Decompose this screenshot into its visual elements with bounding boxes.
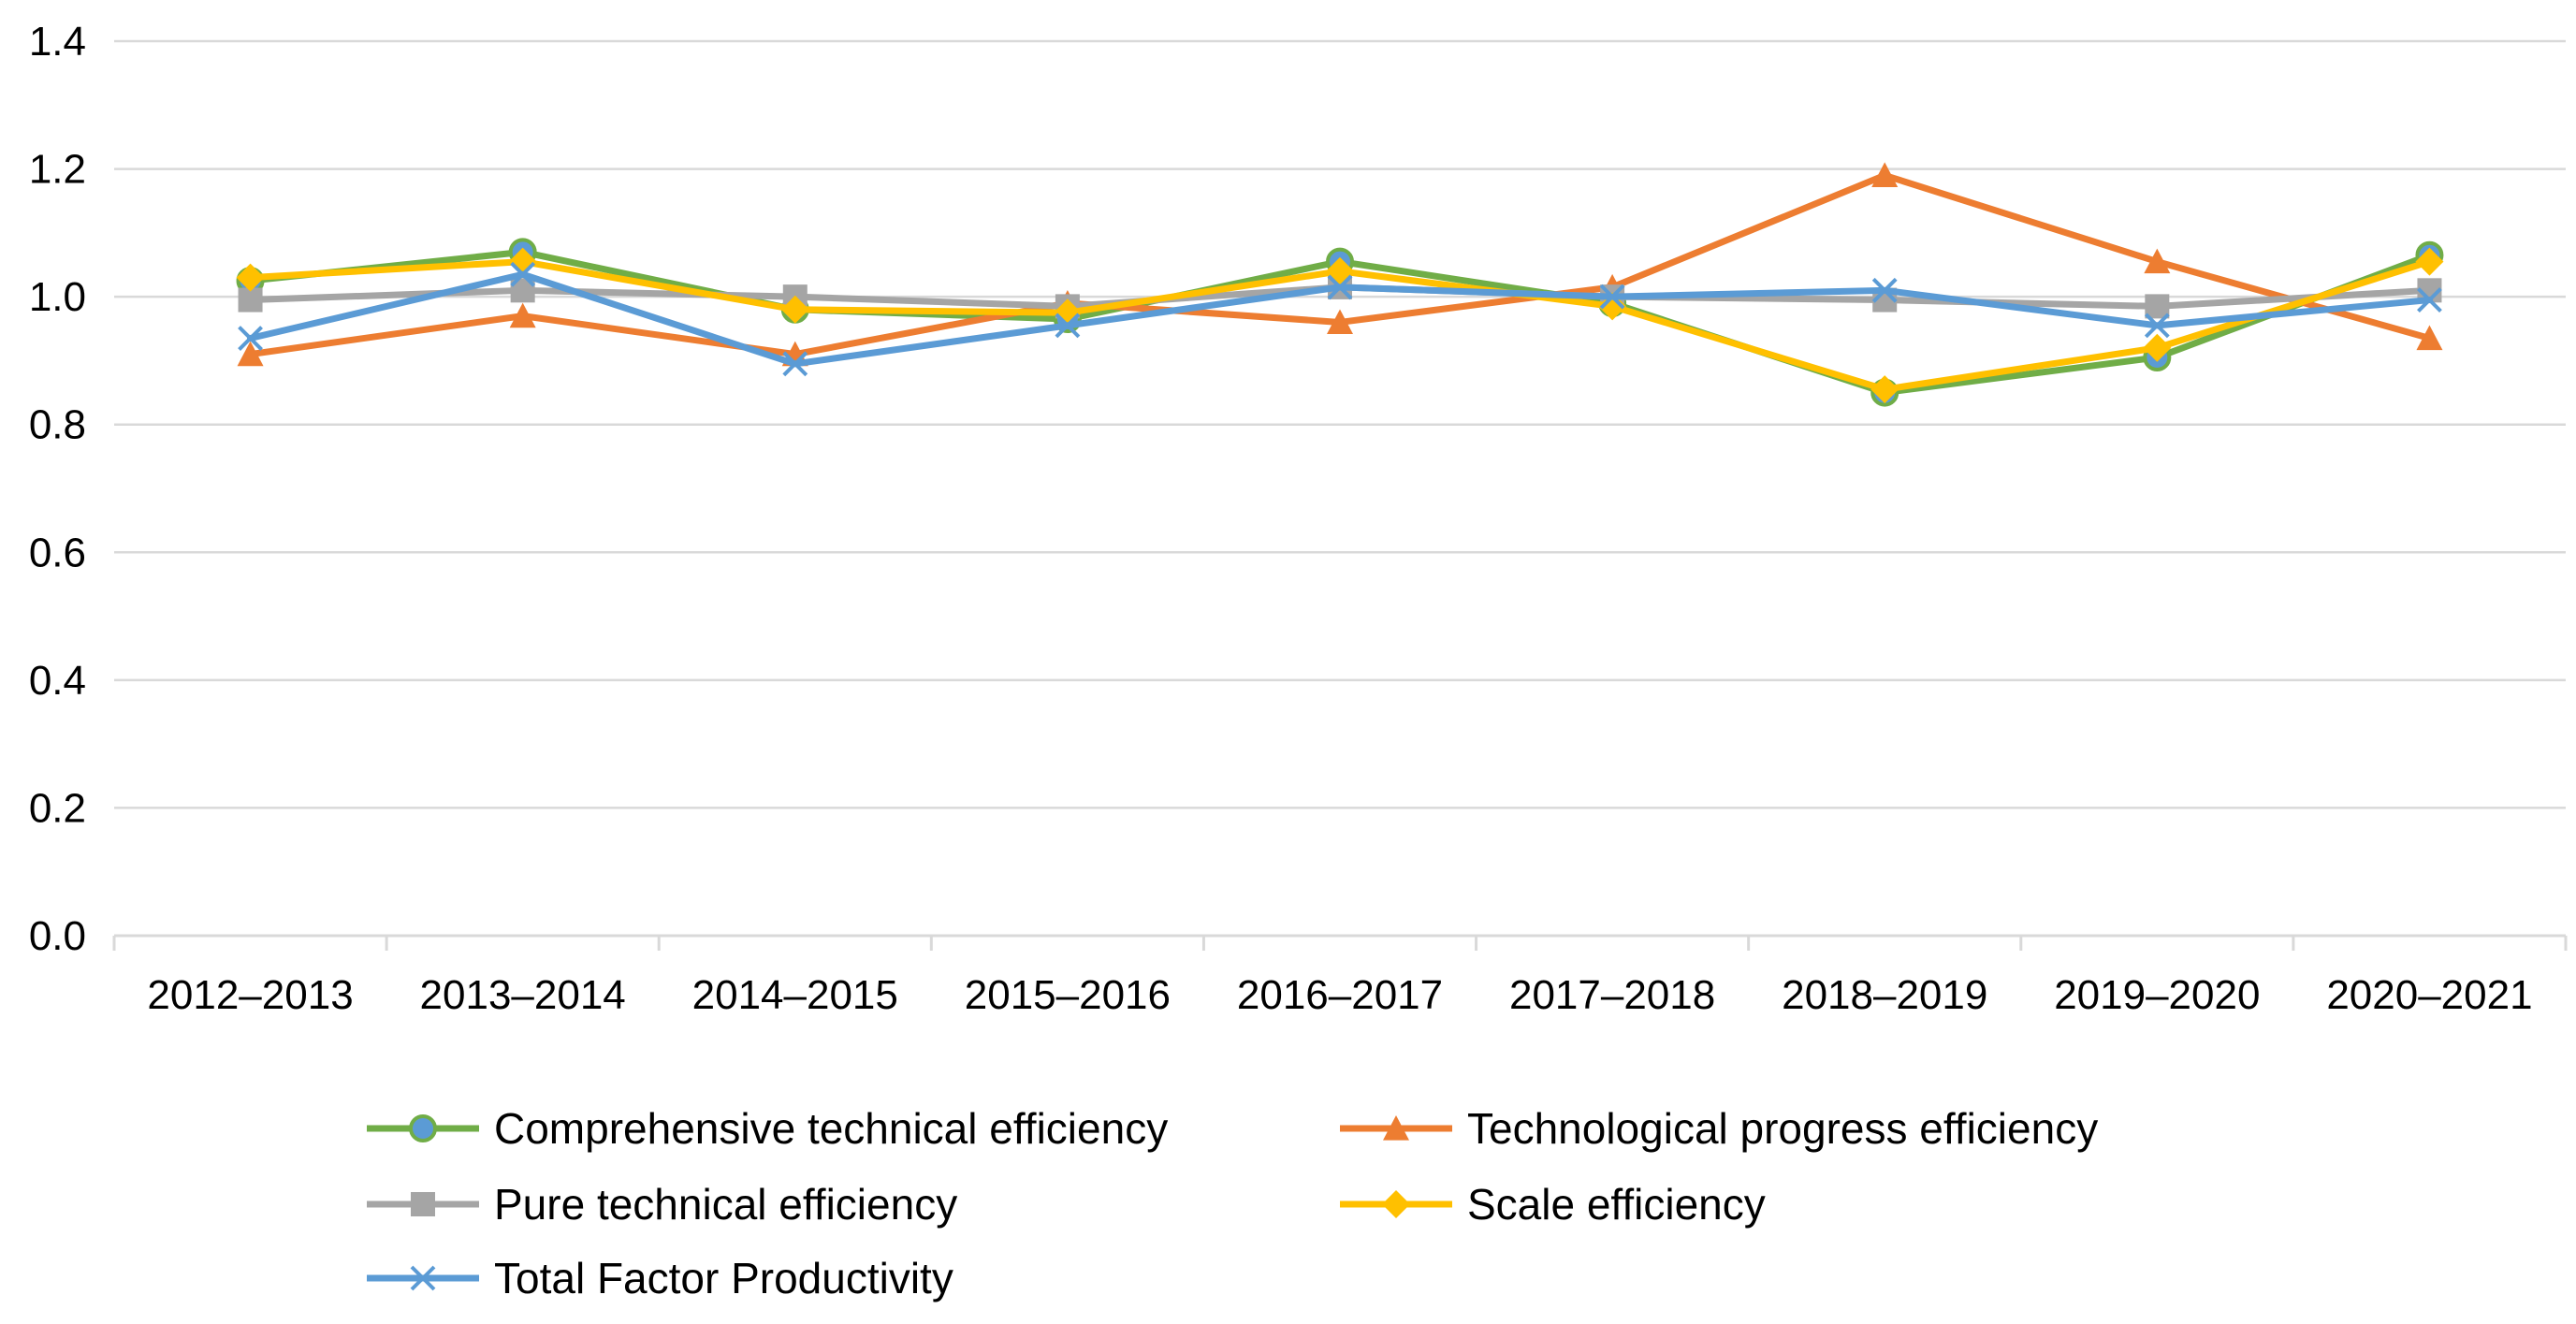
marker-x xyxy=(238,326,263,351)
marker-x xyxy=(782,351,808,377)
marker-x xyxy=(1055,313,1081,339)
marker-circle xyxy=(409,1114,437,1142)
legend-label: Comprehensive technical efficiency xyxy=(494,1104,1168,1153)
legend: Comprehensive technical efficiency Techno… xyxy=(367,1104,2098,1302)
legend-label: Total Factor Productivity xyxy=(494,1254,953,1302)
x-tick-label: 2020–2021 xyxy=(2326,972,2532,1018)
marker-diamond xyxy=(2143,333,2172,362)
marker-square xyxy=(238,287,263,313)
marker-triangle xyxy=(1327,309,1353,335)
marker-square xyxy=(411,1192,435,1216)
marker-x xyxy=(2417,287,2442,313)
x-tick-label: 2015–2016 xyxy=(965,972,1171,1018)
y-tick-label: 0.6 xyxy=(29,530,86,575)
marker-diamond xyxy=(236,263,265,292)
y-tick-label: 1.0 xyxy=(29,274,86,320)
legend-item-scale-efficiency: Scale efficiency xyxy=(1340,1180,1766,1229)
x-tick-label: 2014–2015 xyxy=(692,972,898,1018)
y-tick-label: 0.0 xyxy=(29,913,86,959)
legend-item-pure-technical-efficiency: Pure technical efficiency xyxy=(367,1180,957,1229)
marker-triangle xyxy=(2416,325,2443,351)
legend-label: Scale efficiency xyxy=(1467,1180,1766,1229)
series-group xyxy=(236,162,2444,407)
x-tick-label: 2012–2013 xyxy=(147,972,353,1018)
y-tick-label: 0.2 xyxy=(29,785,86,831)
y-tick-label: 0.4 xyxy=(29,658,86,704)
y-tick-label: 0.8 xyxy=(29,402,86,448)
marker-triangle xyxy=(1383,1115,1409,1141)
legend-label: Pure technical efficiency xyxy=(494,1180,957,1229)
marker-diamond xyxy=(2415,247,2444,276)
legend-item-technological-progress-efficiency: Technological progress efficiency xyxy=(1340,1104,2098,1153)
marker-triangle xyxy=(509,302,536,328)
marker-x xyxy=(2144,313,2170,339)
x-tick-label: 2017–2018 xyxy=(1509,972,1715,1018)
x-tick-label: 2016–2017 xyxy=(1237,972,1443,1018)
y-tick-label: 1.2 xyxy=(29,147,86,193)
marker-triangle xyxy=(1871,162,1899,187)
marker-triangle xyxy=(237,341,264,367)
legend-item-total-factor-productivity: Total Factor Productivity xyxy=(367,1254,953,1302)
marker-x xyxy=(510,261,536,287)
marker-diamond xyxy=(780,295,809,324)
marker-diamond xyxy=(1870,375,1899,404)
marker-triangle xyxy=(2144,248,2171,274)
y-tick-label: 1.4 xyxy=(29,19,86,65)
marker-x xyxy=(1599,284,1625,310)
marker-square xyxy=(2145,294,2170,319)
x-tick-label: 2018–2019 xyxy=(1782,972,1987,1018)
marker-x xyxy=(1327,274,1353,300)
marker-x xyxy=(1871,277,1898,303)
axes: 0.0 0.2 0.4 0.6 0.8 1.0 1.2 1.4 2012–2013 2013–20… xyxy=(29,19,2568,1018)
legend-item-comprehensive-technical-efficiency: Comprehensive technical efficiency xyxy=(367,1104,1168,1153)
marker-x xyxy=(410,1265,436,1291)
series-total-factor-productivity xyxy=(238,261,2442,377)
x-tick-label: 2019–2020 xyxy=(2054,972,2260,1018)
gridlines xyxy=(114,39,2566,809)
marker-diamond xyxy=(1382,1190,1410,1218)
legend-label: Technological progress efficiency xyxy=(1467,1104,2098,1153)
x-tick-label: 2013–2014 xyxy=(420,972,626,1018)
